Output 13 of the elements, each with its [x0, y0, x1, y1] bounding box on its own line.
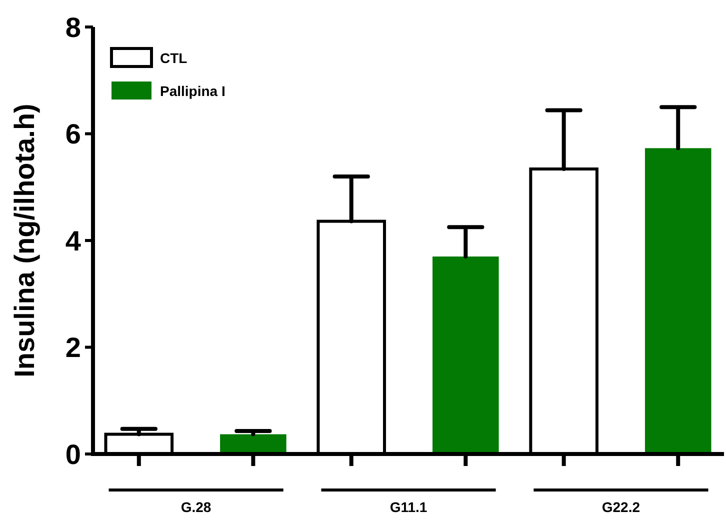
x-tick-label: G11.1 [390, 499, 428, 515]
legend-label: CTL [160, 50, 188, 66]
x-tick-label: G.28 [180, 499, 212, 515]
bar [644, 148, 712, 454]
y-tick-label: 2 [65, 332, 81, 364]
y-tick-label: 8 [65, 12, 81, 43]
y-axis-title: Insulina (ng/ilhota.h) [9, 104, 40, 378]
y-tick-label: 4 [65, 225, 82, 256]
legend-label: Pallipina I [160, 82, 226, 99]
x-tick-label: G22.2 [602, 499, 640, 515]
y-tick-label: 0 [65, 438, 81, 470]
y-tick-label: 6 [65, 118, 81, 150]
bar [432, 256, 499, 454]
